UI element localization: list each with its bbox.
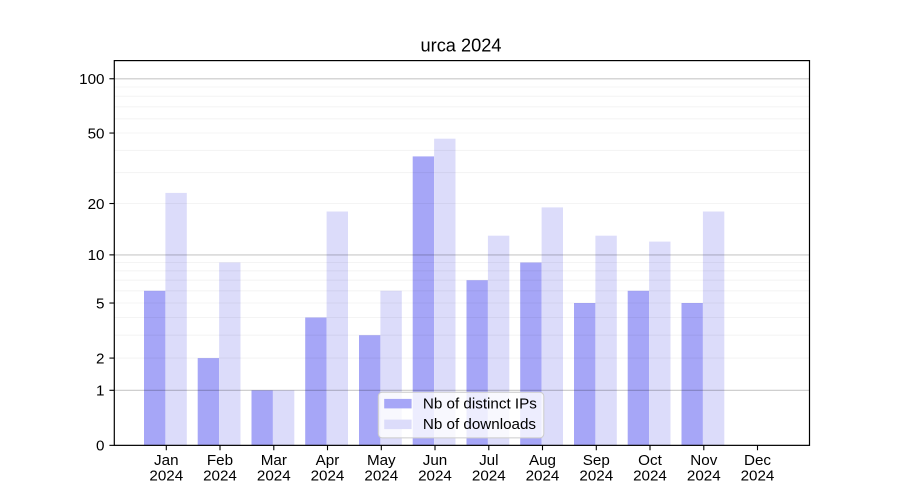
svg-text:2024: 2024 (579, 468, 613, 485)
svg-text:2024: 2024 (149, 468, 183, 485)
svg-text:Feb: Feb (207, 452, 233, 469)
svg-text:Nb of distinct IPs: Nb of distinct IPs (423, 395, 537, 412)
svg-text:2024: 2024 (741, 468, 775, 485)
svg-text:10: 10 (88, 247, 105, 264)
svg-text:100: 100 (79, 71, 104, 88)
svg-text:2024: 2024 (257, 468, 291, 485)
svg-text:2024: 2024 (203, 468, 237, 485)
svg-text:May: May (367, 452, 396, 469)
svg-text:Jul: Jul (479, 452, 498, 469)
svg-text:Nov: Nov (690, 452, 717, 469)
svg-text:1: 1 (96, 383, 104, 400)
svg-text:Mar: Mar (261, 452, 287, 469)
svg-text:2: 2 (96, 350, 104, 367)
svg-text:Aug: Aug (529, 452, 556, 469)
svg-text:Oct: Oct (638, 452, 662, 469)
svg-text:20: 20 (88, 196, 105, 213)
svg-text:2024: 2024 (526, 468, 560, 485)
svg-text:urca 2024: urca 2024 (421, 35, 502, 55)
svg-text:Nb of downloads: Nb of downloads (423, 416, 537, 433)
svg-text:2024: 2024 (418, 468, 452, 485)
svg-text:Jun: Jun (423, 452, 448, 469)
svg-text:2024: 2024 (364, 468, 398, 485)
svg-text:0: 0 (96, 438, 104, 455)
svg-text:2024: 2024 (472, 468, 506, 485)
svg-text:2024: 2024 (633, 468, 667, 485)
svg-text:Sep: Sep (583, 452, 610, 469)
svg-text:2024: 2024 (687, 468, 721, 485)
svg-text:2024: 2024 (311, 468, 345, 485)
svg-text:Jan: Jan (154, 452, 179, 469)
svg-text:50: 50 (88, 125, 105, 142)
svg-text:Dec: Dec (744, 452, 771, 469)
svg-text:5: 5 (96, 295, 104, 312)
svg-text:Apr: Apr (316, 452, 340, 469)
